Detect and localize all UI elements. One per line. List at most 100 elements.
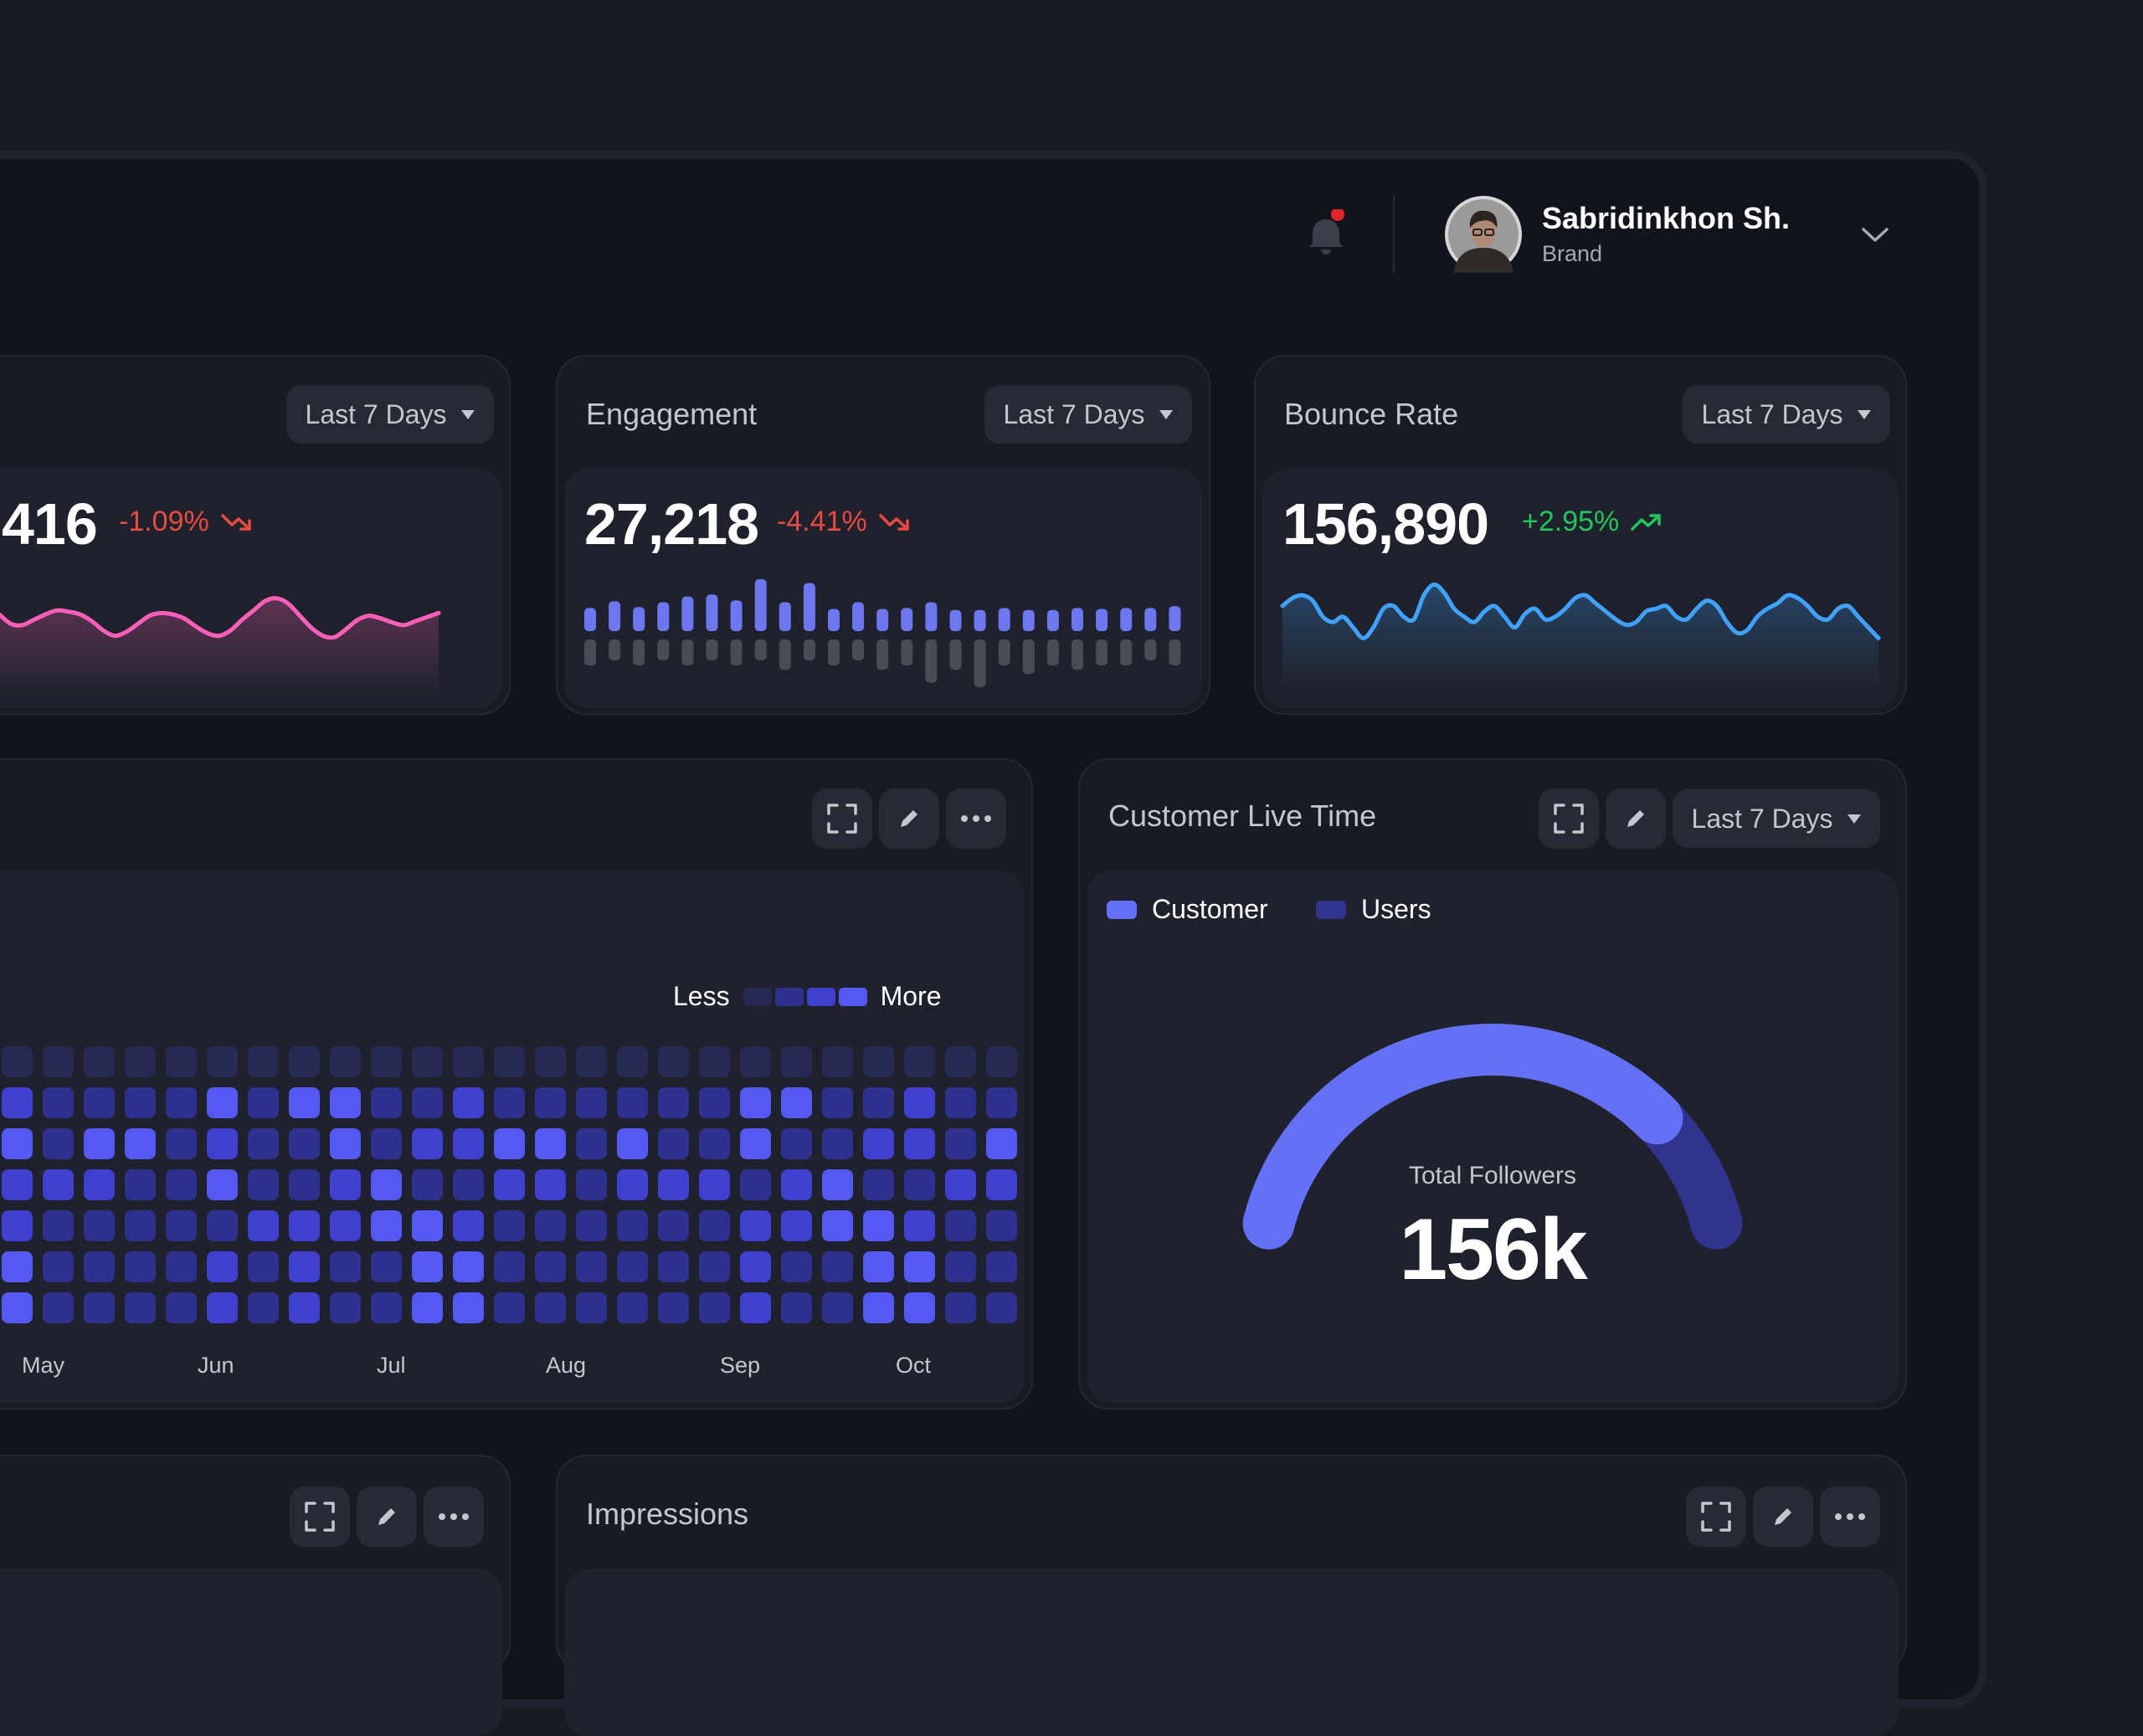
heatmap-cell[interactable] — [617, 1210, 648, 1241]
expand-button[interactable] — [1686, 1487, 1746, 1547]
heatmap-cell[interactable] — [535, 1251, 566, 1282]
heatmap-cell[interactable] — [945, 1169, 976, 1200]
heatmap-cell[interactable] — [84, 1169, 115, 1200]
heatmap-cell[interactable] — [658, 1292, 689, 1323]
heatmap-cell[interactable] — [330, 1128, 361, 1159]
heatmap-cell[interactable] — [494, 1292, 525, 1323]
heatmap-cell[interactable] — [658, 1251, 689, 1282]
heatmap-cell[interactable] — [43, 1128, 74, 1159]
heatmap-cell[interactable] — [371, 1128, 402, 1159]
heatmap-cell[interactable] — [535, 1210, 566, 1241]
heatmap-cell[interactable] — [576, 1292, 607, 1323]
heatmap-cell[interactable] — [207, 1292, 238, 1323]
date-filter-dropdown[interactable]: Last 7 Days — [1673, 789, 1880, 848]
heatmap-cell[interactable] — [535, 1292, 566, 1323]
heatmap-cell[interactable] — [658, 1169, 689, 1200]
heatmap-cell[interactable] — [371, 1169, 402, 1200]
heatmap-cell[interactable] — [289, 1087, 320, 1118]
heatmap-cell[interactable] — [2, 1251, 33, 1282]
heatmap-cell[interactable] — [863, 1251, 894, 1282]
more-options-button[interactable] — [1820, 1487, 1880, 1547]
expand-button[interactable] — [1539, 788, 1599, 849]
heatmap-cell[interactable] — [412, 1210, 443, 1241]
heatmap-cell[interactable] — [2, 1087, 33, 1118]
heatmap-cell[interactable] — [576, 1169, 607, 1200]
heatmap-cell[interactable] — [781, 1128, 812, 1159]
heatmap-cell[interactable] — [535, 1169, 566, 1200]
heatmap-cell[interactable] — [330, 1292, 361, 1323]
more-options-button[interactable] — [946, 788, 1006, 849]
heatmap-cell[interactable] — [781, 1251, 812, 1282]
heatmap-cell[interactable] — [166, 1292, 197, 1323]
heatmap-cell[interactable] — [371, 1292, 402, 1323]
heatmap-cell[interactable] — [166, 1087, 197, 1118]
heatmap-cell[interactable] — [658, 1087, 689, 1118]
heatmap-cell[interactable] — [658, 1210, 689, 1241]
heatmap-cell[interactable] — [740, 1292, 771, 1323]
heatmap-cell[interactable] — [289, 1046, 320, 1077]
heatmap-cell[interactable] — [125, 1251, 156, 1282]
more-options-button[interactable] — [424, 1487, 484, 1547]
heatmap-cell[interactable] — [2, 1210, 33, 1241]
heatmap-cell[interactable] — [740, 1251, 771, 1282]
heatmap-cell[interactable] — [125, 1210, 156, 1241]
heatmap-cell[interactable] — [84, 1251, 115, 1282]
edit-button[interactable] — [1753, 1487, 1813, 1547]
date-filter-dropdown[interactable]: Last 7 Days — [286, 385, 494, 444]
heatmap-cell[interactable] — [371, 1210, 402, 1241]
heatmap-cell[interactable] — [330, 1169, 361, 1200]
heatmap-cell[interactable] — [453, 1169, 484, 1200]
heatmap-cell[interactable] — [248, 1210, 279, 1241]
heatmap-cell[interactable] — [2, 1292, 33, 1323]
heatmap-cell[interactable] — [945, 1087, 976, 1118]
heatmap-cell[interactable] — [453, 1210, 484, 1241]
heatmap-cell[interactable] — [166, 1128, 197, 1159]
heatmap-cell[interactable] — [699, 1210, 730, 1241]
heatmap-cell[interactable] — [125, 1292, 156, 1323]
heatmap-cell[interactable] — [84, 1128, 115, 1159]
heatmap-cell[interactable] — [822, 1251, 853, 1282]
heatmap-cell[interactable] — [248, 1292, 279, 1323]
heatmap-cell[interactable] — [125, 1087, 156, 1118]
heatmap-cell[interactable] — [576, 1128, 607, 1159]
heatmap-cell[interactable] — [822, 1128, 853, 1159]
heatmap-cell[interactable] — [84, 1046, 115, 1077]
heatmap-cell[interactable] — [494, 1128, 525, 1159]
heatmap-cell[interactable] — [904, 1292, 935, 1323]
heatmap-cell[interactable] — [330, 1046, 361, 1077]
heatmap-cell[interactable] — [412, 1251, 443, 1282]
heatmap-cell[interactable] — [43, 1210, 74, 1241]
heatmap-cell[interactable] — [535, 1128, 566, 1159]
heatmap-cell[interactable] — [863, 1046, 894, 1077]
heatmap-cell[interactable] — [986, 1210, 1017, 1241]
heatmap-cell[interactable] — [371, 1046, 402, 1077]
heatmap-cell[interactable] — [904, 1087, 935, 1118]
heatmap-cell[interactable] — [207, 1210, 238, 1241]
heatmap-cell[interactable] — [699, 1046, 730, 1077]
heatmap-cell[interactable] — [453, 1292, 484, 1323]
heatmap-cell[interactable] — [904, 1128, 935, 1159]
heatmap-cell[interactable] — [207, 1169, 238, 1200]
heatmap-cell[interactable] — [207, 1087, 238, 1118]
heatmap-cell[interactable] — [740, 1087, 771, 1118]
heatmap-cell[interactable] — [617, 1087, 648, 1118]
heatmap-cell[interactable] — [125, 1128, 156, 1159]
heatmap-cell[interactable] — [986, 1046, 1017, 1077]
heatmap-cell[interactable] — [207, 1046, 238, 1077]
heatmap-cell[interactable] — [904, 1251, 935, 1282]
heatmap-cell[interactable] — [207, 1128, 238, 1159]
heatmap-cell[interactable] — [699, 1292, 730, 1323]
heatmap-cell[interactable] — [166, 1169, 197, 1200]
heatmap-cell[interactable] — [43, 1292, 74, 1323]
heatmap-cell[interactable] — [494, 1087, 525, 1118]
heatmap-cell[interactable] — [453, 1046, 484, 1077]
heatmap-cell[interactable] — [699, 1251, 730, 1282]
heatmap-cell[interactable] — [945, 1210, 976, 1241]
heatmap-cell[interactable] — [863, 1210, 894, 1241]
heatmap-cell[interactable] — [84, 1087, 115, 1118]
heatmap-cell[interactable] — [945, 1046, 976, 1077]
heatmap-cell[interactable] — [781, 1210, 812, 1241]
heatmap-cell[interactable] — [617, 1251, 648, 1282]
heatmap-cell[interactable] — [986, 1251, 1017, 1282]
heatmap-cell[interactable] — [576, 1087, 607, 1118]
